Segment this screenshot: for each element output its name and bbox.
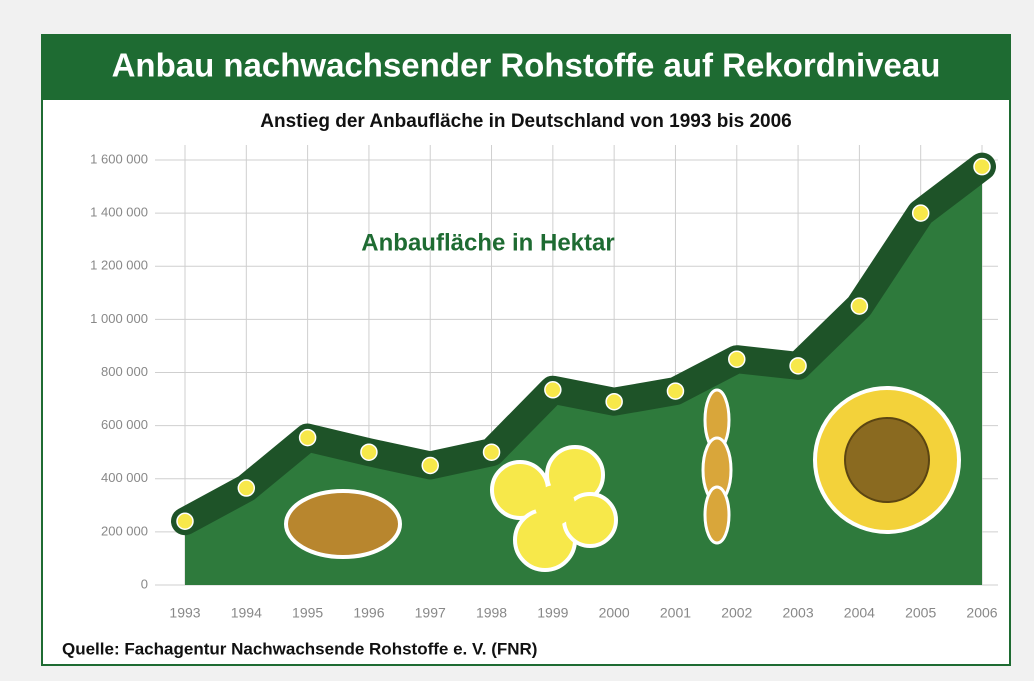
potato: [286, 491, 400, 557]
marker: [913, 205, 929, 221]
x-tick-label: 2004: [844, 605, 875, 621]
x-tick-label: 2003: [782, 605, 813, 621]
x-tick-label: 2005: [905, 605, 936, 621]
x-tick-label: 2006: [966, 605, 997, 621]
chart-subtitle: Anstieg der Anbaufläche in Deutschland v…: [260, 111, 791, 132]
x-tick-label: 1997: [415, 605, 446, 621]
x-tick-label: 1993: [169, 605, 200, 621]
marker: [851, 298, 867, 314]
y-tick-label: 0: [141, 576, 148, 591]
y-tick-label: 600 000: [101, 417, 148, 432]
marker: [974, 159, 990, 175]
marker: [545, 382, 561, 398]
x-tick-label: 2000: [599, 605, 630, 621]
x-tick-label: 1999: [537, 605, 568, 621]
x-tick-label: 1996: [353, 605, 384, 621]
marker: [238, 480, 254, 496]
chart-title: Anbau nachwachsender Rohstoffe auf Rekor…: [112, 47, 941, 84]
y-tick-label: 400 000: [101, 470, 148, 485]
x-tick-label: 2002: [721, 605, 752, 621]
page: Anbau nachwachsender Rohstoffe auf Rekor…: [0, 0, 1034, 681]
sunflower: [815, 388, 959, 532]
chart: Anbau nachwachsender Rohstoffe auf Rekor…: [0, 0, 1034, 681]
marker: [667, 383, 683, 399]
x-tick-label: 1995: [292, 605, 323, 621]
marker: [790, 358, 806, 374]
marker: [606, 394, 622, 410]
y-tick-label: 1 400 000: [90, 205, 148, 220]
wheat: [703, 390, 731, 543]
source: Quelle: Fachagentur Nachwachsende Rohsto…: [62, 639, 537, 658]
y-tick-label: 800 000: [101, 364, 148, 379]
marker: [361, 444, 377, 460]
y-tick-label: 1 000 000: [90, 311, 148, 326]
marker: [729, 351, 745, 367]
marker: [484, 444, 500, 460]
x-tick-label: 2001: [660, 605, 691, 621]
marker: [177, 513, 193, 529]
y-tick-label: 200 000: [101, 523, 148, 538]
annotation: Anbaufläche in Hektar: [361, 229, 614, 256]
y-tick-label: 1 600 000: [90, 151, 148, 166]
x-tick-label: 1998: [476, 605, 507, 621]
marker: [422, 457, 438, 473]
x-tick-label: 1994: [231, 605, 262, 621]
marker: [300, 430, 316, 446]
y-tick-label: 1 200 000: [90, 258, 148, 273]
